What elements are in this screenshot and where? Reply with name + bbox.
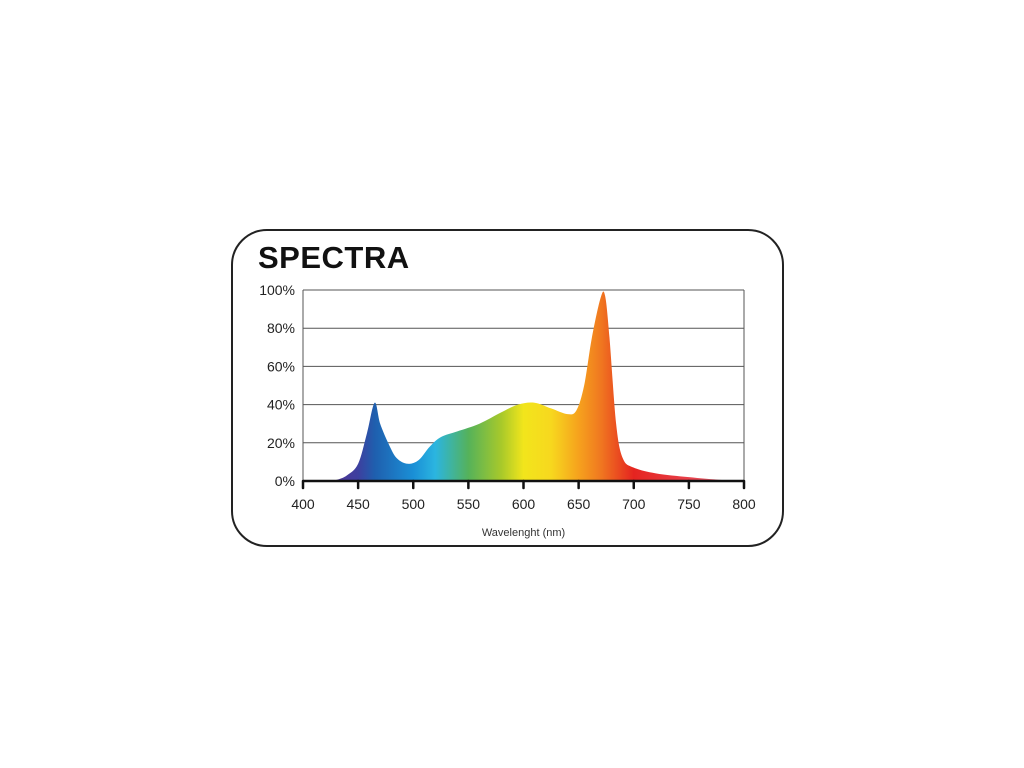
x-tick-label: 750 xyxy=(677,496,701,512)
chart-card xyxy=(231,229,784,547)
x-tick-label: 550 xyxy=(457,496,481,512)
y-tick-label: 20% xyxy=(267,435,295,451)
x-tick-label: 600 xyxy=(512,496,536,512)
y-tick-label: 80% xyxy=(267,320,295,336)
y-tick-label: 60% xyxy=(267,358,295,374)
x-tick-label: 650 xyxy=(567,496,591,512)
x-tick-label: 400 xyxy=(291,496,315,512)
y-tick-label: 40% xyxy=(267,397,295,413)
spectrum-area xyxy=(303,291,744,481)
chart-title: SPECTRA xyxy=(258,240,410,275)
x-tick-label: 700 xyxy=(622,496,646,512)
x-axis-label: Wavelenght (nm) xyxy=(482,527,565,539)
x-tick-label: 500 xyxy=(402,496,426,512)
x-tick-label: 800 xyxy=(732,496,756,512)
x-tick-label: 450 xyxy=(346,496,370,512)
y-tick-label: 100% xyxy=(259,282,295,298)
y-tick-label: 0% xyxy=(275,473,295,489)
